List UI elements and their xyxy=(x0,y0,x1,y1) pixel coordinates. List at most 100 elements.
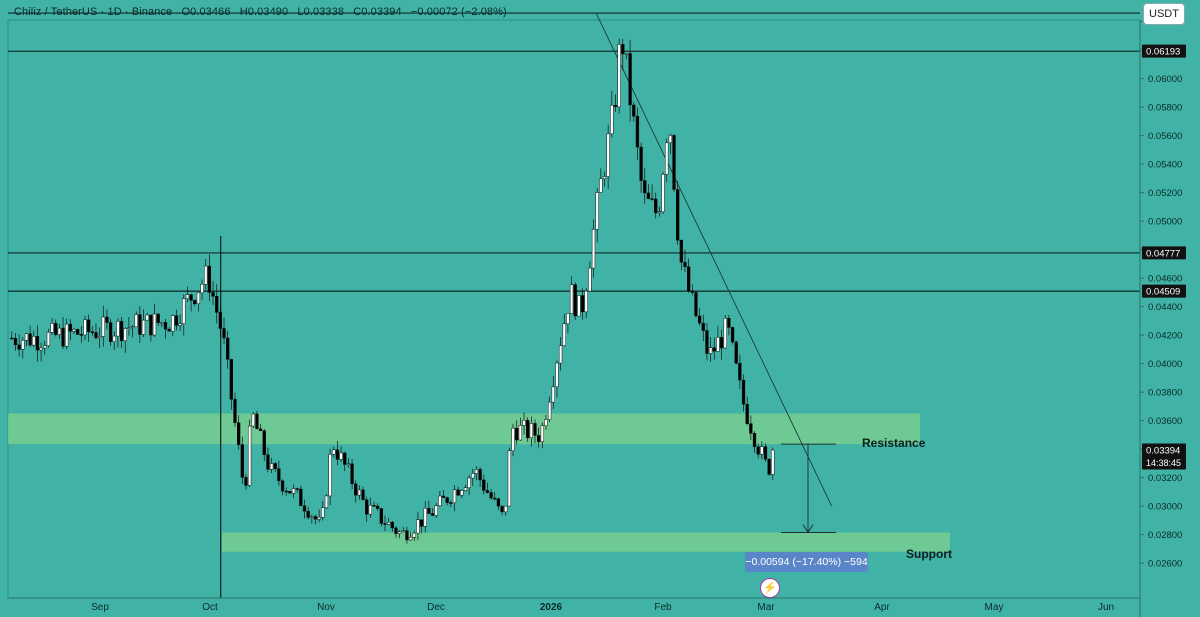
candle-body-140 xyxy=(522,420,526,426)
candle-body-188 xyxy=(697,315,702,324)
candle-body-137 xyxy=(511,427,515,451)
candle-body-183 xyxy=(679,240,683,263)
candle-body-132 xyxy=(493,497,497,500)
candle-body-195 xyxy=(723,318,727,349)
candle-body-69 xyxy=(262,430,266,455)
candle-body-126 xyxy=(471,473,475,479)
candle-body-27 xyxy=(108,322,113,342)
candle-body-208 xyxy=(771,449,775,475)
candle-body-160 xyxy=(595,192,599,230)
currency-button[interactable]: USDT xyxy=(1143,3,1185,25)
candle-body-150 xyxy=(558,345,563,364)
candle-body-53 xyxy=(204,265,208,285)
y-tick-label-10: 0.04400 xyxy=(1148,302,1182,313)
candle-body-129 xyxy=(482,479,486,491)
y-tick-label-19: 0.02600 xyxy=(1148,559,1182,570)
candle-body-85 xyxy=(321,507,325,518)
lightning-icon[interactable]: ⚡ xyxy=(760,578,780,598)
resistance-label: Resistance xyxy=(862,436,926,450)
candle-body-20 xyxy=(83,319,87,336)
candle-body-144 xyxy=(537,435,541,443)
candle-body-5 xyxy=(28,333,32,346)
candle-body-49 xyxy=(189,294,193,301)
candle-body-11 xyxy=(50,323,54,333)
candle-body-37 xyxy=(145,314,149,321)
price-tag-bg-3 xyxy=(1142,443,1186,470)
candle-body-50 xyxy=(193,300,197,305)
y-tick-label-12: 0.04000 xyxy=(1148,359,1182,370)
candle-body-80 xyxy=(302,505,307,512)
change-value: −0.00072 (−2.08%) xyxy=(410,6,507,18)
candle-body-198 xyxy=(734,341,738,364)
x-tick-label-9: Jun xyxy=(1098,602,1114,613)
candle-body-125 xyxy=(467,477,471,488)
candle-body-192 xyxy=(712,347,716,352)
candle-body-56 xyxy=(215,296,219,313)
candle-body-70 xyxy=(266,454,270,470)
price-tag-bg-0 xyxy=(1142,44,1186,58)
candle-body-128 xyxy=(478,469,482,481)
candle-body-54 xyxy=(207,265,212,293)
candle-body-142 xyxy=(529,423,533,439)
candle-body-86 xyxy=(324,495,329,509)
candle-body-55 xyxy=(211,292,215,297)
candle-body-40 xyxy=(156,313,160,324)
x-tick-label-2: Nov xyxy=(317,602,335,613)
candle-body-201 xyxy=(745,403,749,424)
candle-body-23 xyxy=(94,332,98,339)
candle-body-105 xyxy=(394,527,398,534)
y-tick-label-17: 0.03000 xyxy=(1148,502,1182,513)
candle-body-141 xyxy=(526,420,530,439)
candle-body-118 xyxy=(441,495,446,498)
candle-body-59 xyxy=(226,337,230,360)
countdown-label: 14:38:45 xyxy=(1146,458,1181,468)
candle-body-87 xyxy=(328,454,332,497)
candle-body-130 xyxy=(485,490,490,493)
candle-body-170 xyxy=(632,104,636,117)
candle-body-7 xyxy=(35,336,40,351)
candle-body-127 xyxy=(474,469,479,474)
y-tick-label-13: 0.03800 xyxy=(1148,388,1182,399)
price-tag-bg-1 xyxy=(1142,246,1186,260)
candle-body-22 xyxy=(90,331,94,333)
resistance-zone xyxy=(8,413,920,445)
candle-body-159 xyxy=(591,229,596,269)
x-tick-label-0: Sep xyxy=(91,602,109,613)
candle-body-110 xyxy=(412,532,416,538)
candle-body-202 xyxy=(749,423,753,434)
candle-body-200 xyxy=(741,379,746,405)
price-tag-bg-2 xyxy=(1142,284,1186,298)
candle-body-66 xyxy=(251,413,255,427)
candle-body-42 xyxy=(163,322,168,330)
x-tick-label-8: May xyxy=(985,602,1004,613)
candle-body-146 xyxy=(544,419,548,426)
candle-body-113 xyxy=(423,508,427,527)
candle-body-124 xyxy=(463,487,468,491)
candle-body-38 xyxy=(149,314,153,336)
candle-body-68 xyxy=(258,428,263,431)
price-tag-1: 0.04777 xyxy=(1146,248,1180,259)
candle-body-121 xyxy=(452,489,457,504)
candle-body-93 xyxy=(350,463,354,485)
symbol-header: Chiliz / TetherUS · 1D · Binance O0.0346… xyxy=(14,6,513,18)
y-tick-label-14: 0.03600 xyxy=(1148,416,1182,427)
candle-body-29 xyxy=(116,321,120,337)
candle-body-100 xyxy=(376,505,380,509)
support-zone xyxy=(222,532,950,552)
candle-body-168 xyxy=(624,53,629,55)
candle-body-35 xyxy=(138,314,142,335)
candle-body-57 xyxy=(218,312,223,329)
candle-body-193 xyxy=(716,337,720,352)
x-tick-label-6: Mar xyxy=(757,602,775,613)
candle-body-131 xyxy=(489,492,493,499)
candle-body-108 xyxy=(405,530,409,541)
candle-body-41 xyxy=(160,322,164,324)
candle-body-147 xyxy=(547,401,552,420)
candle-body-172 xyxy=(639,146,643,181)
x-tick-label-3: Dec xyxy=(427,602,445,613)
candle-body-65 xyxy=(247,425,252,486)
candle-body-43 xyxy=(167,328,171,332)
candle-body-152 xyxy=(566,313,570,325)
